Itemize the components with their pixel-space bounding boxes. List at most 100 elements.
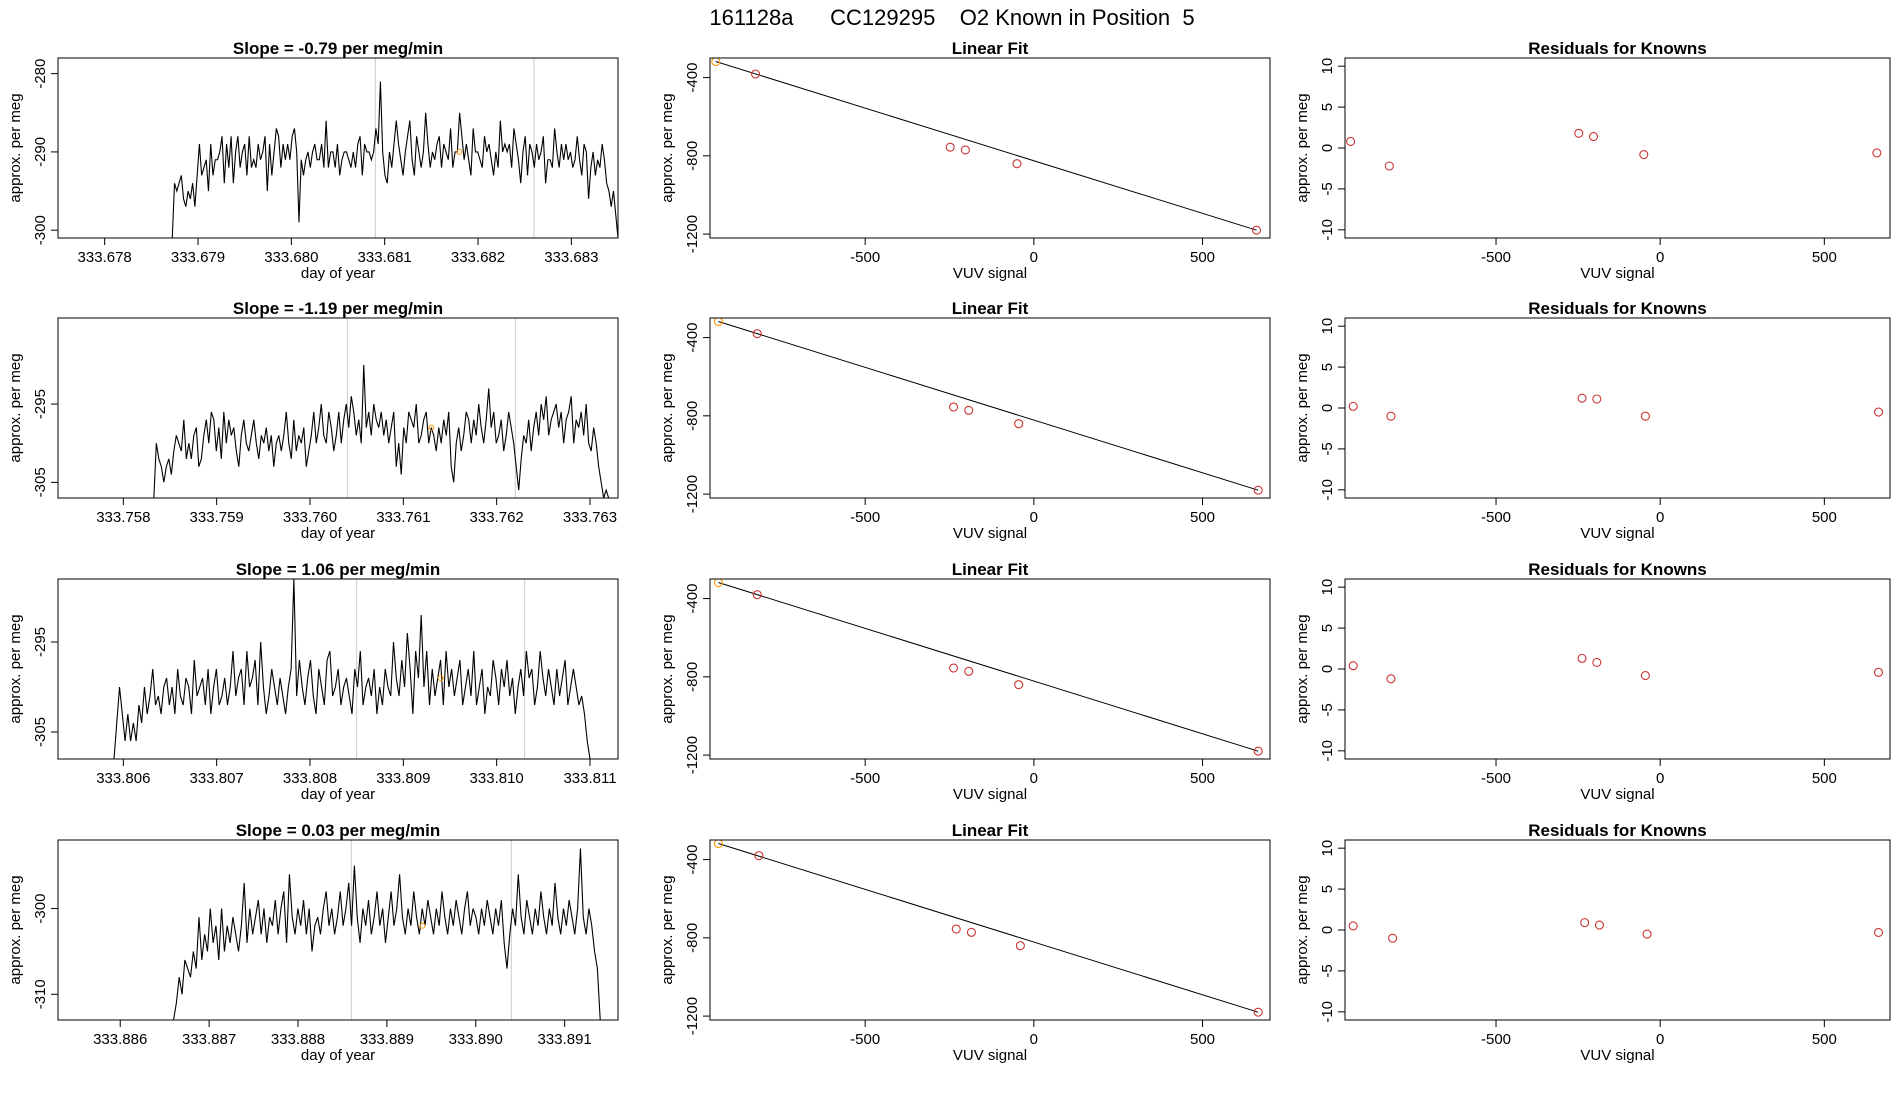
x-tick-label: -500 [850, 509, 880, 526]
data-point [1388, 933, 1398, 943]
data-point [1384, 161, 1394, 171]
y-tick-label: 5 [1319, 885, 1336, 893]
x-tick-label: 0 [1030, 770, 1038, 787]
panel-title: Linear Fit [952, 560, 1029, 579]
x-tick-label: 333.683 [544, 249, 598, 266]
highlight-point [456, 148, 463, 155]
plot-area [713, 840, 1263, 1017]
y-axis-label: approx. per meg [659, 614, 676, 723]
y-axis-label: approx. per meg [7, 614, 24, 723]
panel-1-2: Linear Fit -500 0 500 VUV signal -400 -800 -120… [659, 39, 1271, 282]
plot-frame [709, 578, 1271, 760]
series-line [58, 81, 618, 238]
panel-title: Residuals for Knowns [1528, 560, 1707, 579]
x-axis-label: day of year [301, 525, 375, 542]
plot-area [58, 579, 591, 759]
x-tick-label: 500 [1812, 770, 1837, 787]
data-point [1592, 657, 1602, 668]
y-tick-label: -1200 [684, 215, 701, 253]
y-axis-label: approx. per meg [659, 353, 676, 462]
fit-line [718, 843, 1259, 1013]
plot-frame [1344, 839, 1891, 1021]
x-tick-label: -500 [850, 1031, 880, 1048]
y-tick-label: 10 [1319, 579, 1336, 596]
y-tick-label: -800 [684, 662, 701, 692]
data-point [1873, 667, 1884, 677]
y-tick-label: 0 [1319, 404, 1336, 412]
x-axis-label: VUV signal [1580, 1047, 1654, 1064]
y-tick-label: -1200 [684, 736, 701, 774]
panel-3-2: Linear Fit -500 0 500 VUV signal -400 -800 -120… [659, 560, 1271, 803]
y-tick-label: -295 [32, 627, 49, 657]
data-point [1253, 485, 1263, 495]
data-point [1348, 401, 1358, 411]
y-axis-label: approx. per meg [7, 93, 24, 202]
x-tick-label: 333.761 [376, 509, 430, 526]
data-point [945, 142, 955, 152]
y-tick-label: -300 [32, 215, 49, 245]
x-tick-label: 333.758 [96, 509, 150, 526]
data-point [1594, 920, 1604, 930]
data-point [1580, 918, 1590, 928]
panel-3-1: Slope = 1.06 per meg/min 333.806 333.807 33… [7, 560, 619, 803]
panel-3-3: Residuals for Knowns -500 0 500 VUV signal 10… [1294, 560, 1891, 803]
x-tick-label: 500 [1812, 509, 1837, 526]
y-tick-label: -290 [32, 137, 49, 167]
highlight-point [419, 922, 426, 929]
data-point [1873, 927, 1884, 938]
plot-frame [709, 317, 1271, 499]
x-tick-label: 333.809 [376, 770, 430, 787]
panel-title: Linear Fit [952, 821, 1029, 840]
x-tick-label: 0 [1656, 770, 1664, 787]
panel-title: Slope = 0.03 per meg/min [236, 821, 441, 840]
x-tick-label: 333.810 [470, 770, 524, 787]
x-tick-label: 0 [1030, 1031, 1038, 1048]
panel-title: Slope = -0.79 per meg/min [233, 39, 443, 58]
x-tick-label: 333.887 [182, 1031, 236, 1048]
panel-title: Slope = -1.19 per meg/min [233, 299, 443, 318]
y-axis-label: approx. per meg [1294, 93, 1311, 202]
y-tick-label: -5 [1319, 442, 1336, 455]
data-point [752, 329, 762, 339]
panel-title: Slope = 1.06 per meg/min [236, 560, 441, 579]
plot-area [58, 318, 610, 498]
data-point [1014, 419, 1024, 429]
data-point [711, 58, 721, 67]
data-point [713, 579, 723, 588]
series-line [58, 848, 601, 1020]
data-point [1386, 674, 1396, 684]
data-point [1253, 1007, 1263, 1017]
panel-1-1: Slope = -0.79 per meg/min 333.678 333.679 3… [7, 39, 619, 282]
y-tick-label: -305 [32, 717, 49, 747]
x-tick-label: 333.762 [470, 509, 524, 526]
data-point [949, 663, 959, 673]
y-tick-label: 5 [1319, 624, 1336, 632]
plot-frame [709, 57, 1271, 239]
x-tick-label: 333.811 [563, 770, 616, 787]
x-tick-label: 0 [1656, 509, 1664, 526]
plot-area [58, 58, 618, 238]
x-axis-label: VUV signal [1580, 786, 1654, 803]
x-tick-label: 333.759 [190, 509, 244, 526]
y-tick-label: 10 [1319, 840, 1336, 857]
panel-4-3: Residuals for Knowns -500 0 500 VUV signal 10… [1294, 821, 1891, 1064]
data-point [1640, 670, 1650, 681]
x-tick-label: 333.886 [93, 1031, 147, 1048]
y-axis-label: approx. per meg [1294, 614, 1311, 723]
y-tick-label: -310 [32, 979, 49, 1009]
y-tick-label: 5 [1319, 363, 1336, 371]
x-tick-label: -500 [1481, 509, 1511, 526]
data-point [1640, 411, 1650, 421]
x-tick-label: 0 [1030, 509, 1038, 526]
data-point [964, 405, 974, 415]
x-tick-label: 333.891 [538, 1031, 592, 1048]
x-tick-label: 333.890 [449, 1031, 503, 1048]
y-axis-label: approx. per meg [1294, 353, 1311, 462]
x-tick-label: 333.806 [96, 770, 150, 787]
data-point [752, 590, 762, 600]
data-point [1873, 407, 1884, 417]
plot-frame [709, 839, 1271, 1021]
x-axis-label: VUV signal [953, 265, 1027, 282]
x-tick-label: 500 [1190, 509, 1215, 526]
